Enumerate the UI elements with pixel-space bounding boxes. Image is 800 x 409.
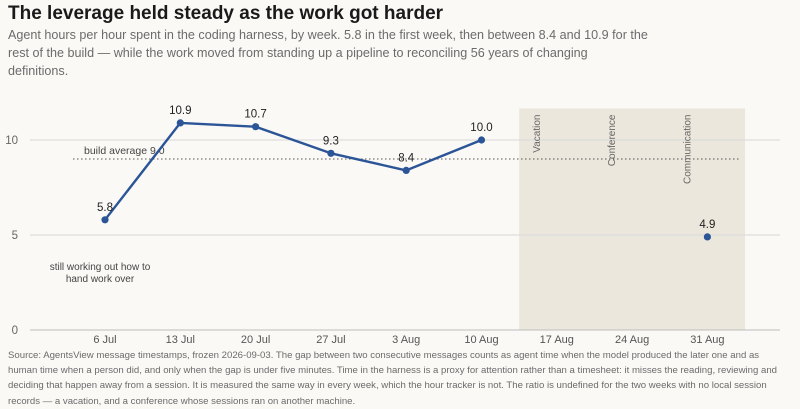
data-point [477, 136, 486, 144]
data-point [101, 216, 109, 224]
data-point [402, 166, 410, 174]
reference-label: build average 9.0 [84, 145, 165, 157]
shaded-week-label: Vacation [532, 115, 543, 153]
data-label: 9.3 [323, 135, 339, 147]
missing-weeks-shade [519, 108, 746, 330]
source-note: Source: AgentsView message timestamps, f… [8, 350, 777, 407]
x-tick-label: 17 Aug [540, 334, 574, 346]
data-label: 10.7 [244, 109, 266, 121]
y-tick-label: 0 [12, 325, 18, 337]
data-point [176, 119, 184, 127]
x-tick-label: 3 Aug [392, 334, 420, 346]
chart-title: The leverage held steady as the work got… [8, 3, 444, 24]
data-label: 4.9 [699, 219, 715, 231]
x-tick-label: 24 Aug [615, 334, 649, 346]
data-point [252, 123, 260, 131]
data-point [327, 149, 335, 157]
y-tick-label: 5 [12, 230, 18, 242]
data-label: 10.0 [470, 122, 492, 134]
shaded-week-label: Conference [607, 114, 618, 166]
x-tick-label: 31 Aug [690, 334, 724, 346]
shaded-week-label: Communication [682, 115, 693, 184]
chart-subtitle: Agent hours per hour spent in the coding… [8, 28, 648, 78]
y-tick-label: 10 [5, 135, 18, 147]
x-tick-label: 6 Jul [93, 334, 116, 346]
x-tick-label: 27 Jul [316, 334, 345, 346]
x-tick-label: 13 Jul [166, 334, 195, 346]
data-label: 8.4 [398, 152, 415, 164]
data-point [703, 233, 712, 241]
series-line [104, 121, 482, 221]
x-tick-label: 20 Jul [241, 334, 270, 346]
x-tick-label: 10 Aug [464, 334, 498, 346]
data-label: 5.8 [97, 202, 113, 214]
first-week-annotation: still working out how to hand work over [49, 262, 151, 285]
data-label: 10.9 [169, 105, 191, 117]
